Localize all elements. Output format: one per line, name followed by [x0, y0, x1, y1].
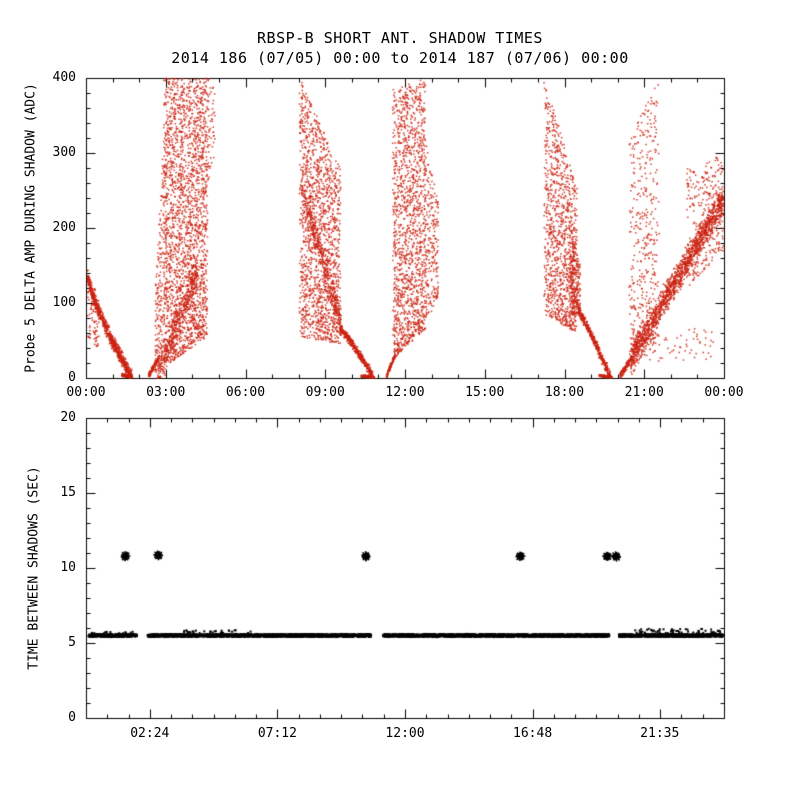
bottom-ytick-label: 15	[60, 485, 76, 500]
bottom-xtick-label: 02:24	[130, 726, 170, 741]
top-xtick-label: 06:00	[225, 385, 266, 400]
bottom-ytick-label: 20	[60, 410, 76, 425]
bottom-ytick-label: 5	[68, 635, 76, 650]
top-ytick-label: 400	[52, 70, 76, 85]
bottom-xtick-label: 07:12	[257, 726, 297, 741]
top-xtick-label: 18:00	[544, 385, 585, 400]
top-ytick-label: 200	[52, 220, 76, 235]
top-xtick-label: 03:00	[146, 385, 186, 400]
bottom-xtick-label: 12:00	[385, 726, 425, 741]
top-xtick-label: 09:00	[305, 385, 345, 400]
top-xtick-label: 12:00	[385, 385, 425, 400]
bottom-ytick-label: 0	[68, 710, 76, 725]
bottom-xtick-label: 21:35	[640, 726, 680, 741]
top-ytick-label: 300	[52, 145, 76, 160]
top-xtick-label: 21:00	[624, 385, 664, 400]
top-xtick-label: 00:00	[704, 385, 744, 400]
top-xtick-label: 00:00	[66, 385, 106, 400]
bottom-ytick-label: 10	[60, 560, 76, 575]
top-ytick-label: 0	[68, 370, 76, 385]
bottom-xtick-label: 16:48	[513, 726, 553, 741]
top-ytick-label: 100	[52, 295, 76, 310]
top-xtick-label: 15:00	[465, 385, 505, 400]
